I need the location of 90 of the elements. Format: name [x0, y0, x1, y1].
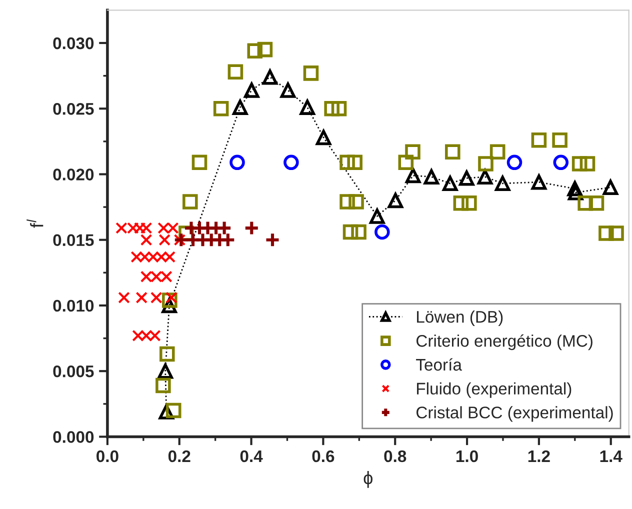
point — [572, 156, 588, 172]
x-tick-label: 1.2 — [528, 450, 550, 462]
legend-label: Löwen (DB) — [417, 310, 503, 326]
point — [340, 154, 355, 170]
point — [445, 144, 460, 160]
point — [442, 176, 458, 192]
y-tick-label: 0.025 — [53, 103, 94, 115]
point — [490, 144, 506, 160]
point — [220, 232, 236, 248]
y-tick-label: 0.000 — [53, 431, 94, 443]
x-tick-label: 0.2 — [168, 450, 190, 462]
x-tick-label: 1.4 — [600, 450, 622, 462]
point — [192, 154, 208, 170]
point — [324, 100, 340, 116]
point — [405, 144, 420, 160]
x-tick-label: 0.0 — [96, 450, 118, 462]
point — [453, 195, 469, 211]
point — [244, 82, 260, 98]
point — [213, 100, 229, 116]
point — [531, 174, 547, 190]
point — [136, 292, 148, 304]
point — [424, 169, 440, 184]
point — [531, 132, 547, 148]
x-tick-label: 0.8 — [384, 450, 406, 462]
point — [257, 42, 273, 58]
point — [552, 132, 568, 148]
point — [553, 154, 569, 170]
point — [340, 194, 355, 210]
point — [477, 169, 493, 184]
point — [228, 64, 244, 80]
x-tick-label: 0.6 — [312, 450, 334, 462]
legend-label: Teoría — [416, 358, 462, 371]
point — [173, 232, 189, 248]
point — [598, 226, 614, 241]
y-tick-label: 0.020 — [53, 168, 94, 180]
point — [459, 170, 474, 186]
point — [156, 378, 171, 394]
point — [158, 363, 173, 379]
x-axis-title: ϕ — [364, 471, 372, 488]
point — [174, 234, 186, 246]
point — [182, 194, 198, 210]
point — [303, 66, 319, 81]
x-tick-label: 0.4 — [240, 450, 263, 462]
point — [351, 224, 366, 240]
point — [280, 82, 296, 98]
point — [300, 100, 316, 115]
point — [230, 154, 245, 170]
point — [608, 226, 624, 241]
point — [264, 232, 280, 248]
point — [150, 292, 162, 304]
point — [118, 292, 130, 304]
point — [316, 130, 332, 146]
x-tick-label: 1.0 — [456, 450, 478, 462]
y-tick-label: 0.005 — [53, 366, 94, 378]
point — [262, 69, 278, 85]
point — [166, 402, 182, 418]
point — [602, 180, 618, 195]
point — [578, 195, 593, 211]
point — [342, 224, 358, 240]
point — [506, 154, 522, 170]
point — [232, 100, 248, 115]
point — [166, 292, 178, 304]
point — [347, 154, 362, 170]
point — [462, 195, 477, 211]
point — [247, 43, 263, 59]
point — [158, 234, 171, 246]
point — [494, 176, 510, 192]
point — [374, 224, 390, 240]
y-tick-label: 0.015 — [53, 234, 94, 246]
point — [388, 192, 404, 208]
y-axis-title: f$^{l}$ — [26, 219, 44, 228]
point — [405, 168, 421, 184]
point — [284, 154, 299, 170]
point — [159, 346, 175, 362]
point — [140, 234, 152, 246]
point — [369, 208, 385, 224]
y-tick-label: 0.030 — [53, 37, 94, 50]
point — [348, 194, 364, 210]
point — [588, 195, 604, 211]
point — [244, 220, 260, 236]
point — [478, 156, 494, 172]
point — [567, 181, 583, 196]
legend-label: Cristal BCC (experimental) — [416, 406, 613, 422]
legend-label: Fluido (experimental) — [417, 382, 572, 398]
y-tick-label: 0.010 — [53, 300, 94, 312]
point — [216, 220, 232, 236]
point — [398, 154, 414, 170]
legend-label: Criterio energético (MC) — [416, 334, 592, 350]
point — [580, 156, 596, 172]
point — [331, 100, 347, 116]
